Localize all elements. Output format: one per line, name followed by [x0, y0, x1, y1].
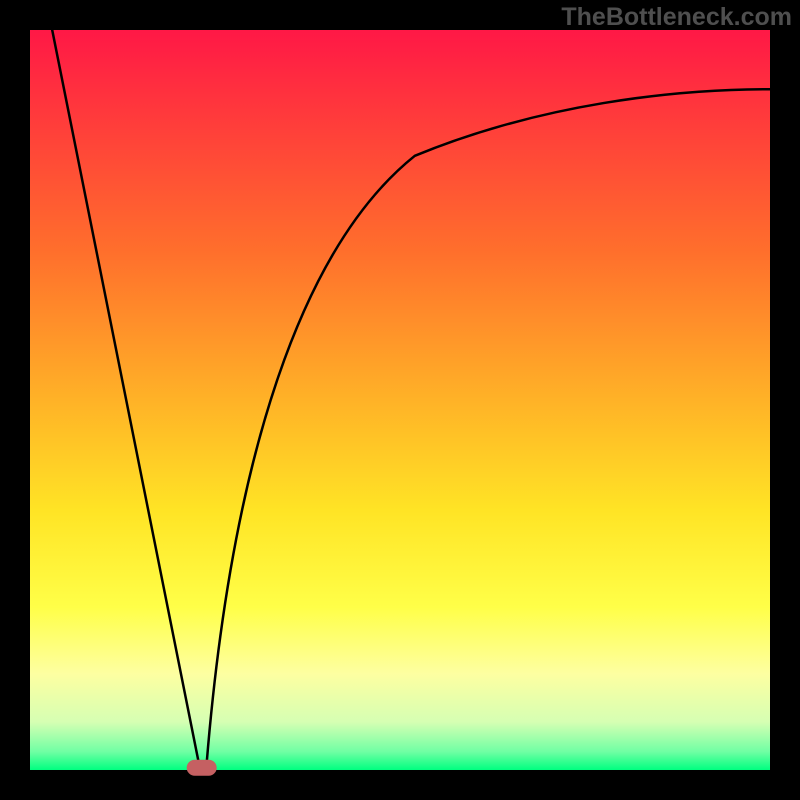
- watermark-label: TheBottleneck.com: [561, 3, 792, 32]
- optimal-marker: [187, 760, 217, 776]
- bottleneck-chart: [0, 0, 800, 800]
- plot-background: [30, 30, 770, 770]
